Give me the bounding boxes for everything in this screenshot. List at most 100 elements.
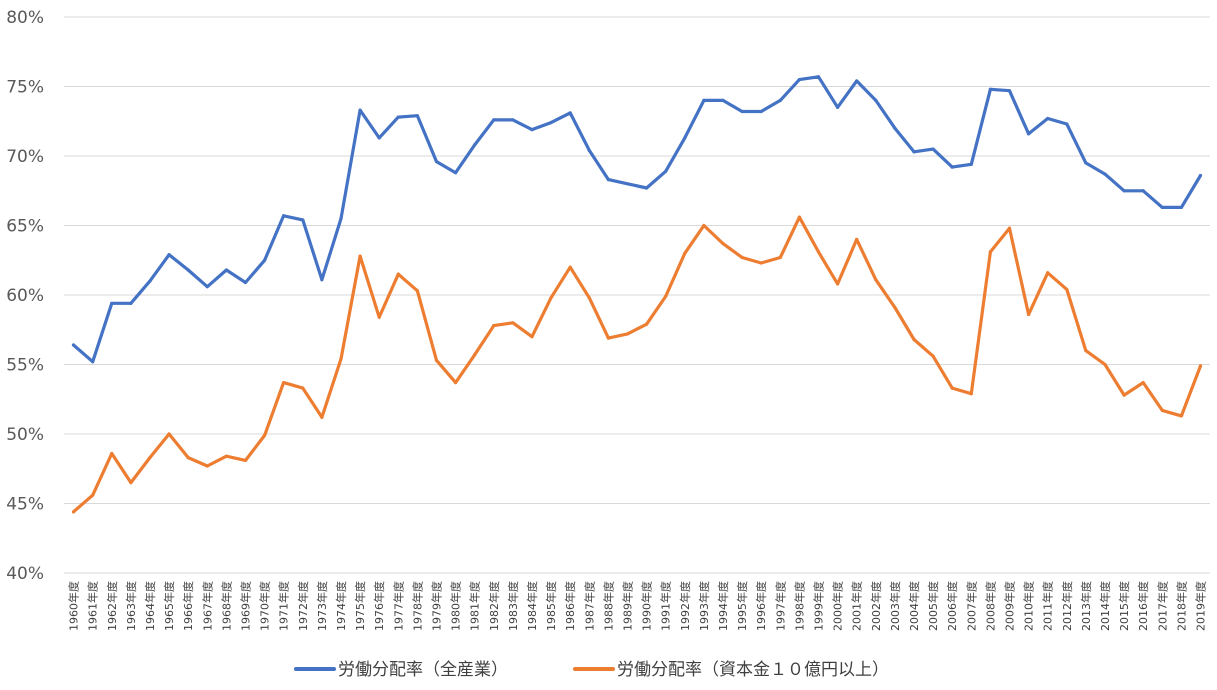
data-point [988,250,992,254]
x-tick-label: 1963年度 [124,581,138,631]
data-point [1046,116,1050,121]
data-point [91,360,95,364]
x-tick-label: 1968年度 [219,581,233,631]
y-tick-label: 80% [6,8,44,28]
x-tick-label: 1983年度 [506,581,520,631]
x-tick-label: 2008年度 [983,581,997,631]
y-tick-label: 70% [6,147,44,167]
x-tick-label: 1965年度 [162,581,176,631]
data-point [664,169,668,173]
data-point [1084,349,1088,353]
series-line-large-capital [71,215,1203,514]
data-point [740,109,744,114]
data-point [148,456,152,460]
x-tick-label: 2000年度 [831,581,845,631]
data-point [453,380,458,385]
data-point [1141,380,1145,385]
x-tick-label: 2003年度 [888,581,902,631]
series-lines [71,75,1203,514]
data-point [339,357,343,361]
data-point [988,87,992,91]
x-tick-label: 1971年度 [277,581,291,631]
data-point [1065,122,1069,126]
data-point [721,241,725,246]
data-point [702,98,706,102]
data-point [1179,205,1183,210]
x-tick-label: 1981年度 [468,581,482,631]
x-tick-label: 1976年度 [372,581,386,631]
data-point [282,214,286,218]
data-point [893,305,897,310]
data-point [606,336,610,340]
data-point [625,332,630,336]
x-tick-label: 1973年度 [315,581,329,631]
y-tick-label: 45% [6,495,44,515]
x-tick-label: 2005年度 [926,581,940,631]
data-point [415,114,419,118]
data-point [1026,312,1031,317]
data-point [950,165,954,169]
legend: 労働分配率（全産業） 労働分配率（資本金１０億円以上） [294,660,889,680]
x-tick-label: 1986年度 [563,581,577,631]
y-axis-tick-labels: 40% 45% 50% 55% 60% 65% 70% 75% 80% [6,8,44,584]
data-point [664,294,668,298]
x-tick-label: 1960年度 [67,581,81,631]
data-point [1179,414,1183,418]
data-point [1160,205,1164,210]
x-tick-label: 1979年度 [429,581,443,631]
data-point [1007,89,1012,93]
data-point [110,451,114,456]
data-point [644,186,649,190]
x-tick-label: 2014年度 [1098,581,1112,631]
data-point [1103,362,1107,367]
data-point [396,115,400,119]
x-tick-label: 1989年度 [620,581,634,631]
x-tick-label: 1999年度 [811,581,825,631]
series-points-0 [71,75,1203,364]
data-point [301,386,305,390]
x-tick-label: 2009年度 [1002,581,1016,631]
x-tick-label: 1990年度 [640,581,654,631]
data-point [835,282,840,286]
x-tick-label: 2011年度 [1041,581,1055,631]
data-point [473,353,477,357]
x-tick-label: 1993年度 [697,581,711,631]
data-point [224,268,228,272]
data-point [339,216,343,221]
data-point [683,251,687,255]
data-point [282,380,286,385]
data-point [492,323,496,328]
data-point [606,178,610,182]
x-tick-label: 1962年度 [105,581,119,631]
x-tick-label: 1966年度 [181,581,195,631]
x-tick-label: 1978年度 [410,581,424,631]
x-tick-label: 2006年度 [945,581,959,631]
x-tick-label: 1974年度 [334,581,348,631]
data-point [778,98,782,102]
data-point [1046,271,1050,275]
data-point [530,335,534,339]
x-tick-label: 1967年度 [200,581,214,631]
x-tick-label: 1961年度 [86,581,100,631]
data-point [129,481,133,485]
series-line-all-industries [71,75,1203,364]
y-tick-label: 50% [6,425,44,445]
y-tick-label: 75% [6,78,44,98]
x-tick-label: 1996年度 [754,581,768,631]
data-point [453,171,458,175]
data-point [702,223,706,228]
y-tick-label: 60% [6,286,44,306]
x-tick-label: 2019年度 [1193,581,1207,631]
data-point [759,109,763,114]
x-tick-label: 1998年度 [792,581,806,631]
data-point [129,301,133,305]
x-axis-tick-labels: 1960年度 1961年度 1962年度 1963年度 1964年度 1965年度 1966… [67,581,1208,631]
data-point [912,150,916,154]
data-point [855,237,859,241]
x-tick-label: 2012年度 [1060,581,1074,631]
data-point [148,279,152,283]
data-point [473,143,477,147]
x-tick-label: 1982年度 [487,581,501,631]
x-tick-label: 1985年度 [544,581,558,631]
x-tick-label: 2013年度 [1079,581,1093,631]
